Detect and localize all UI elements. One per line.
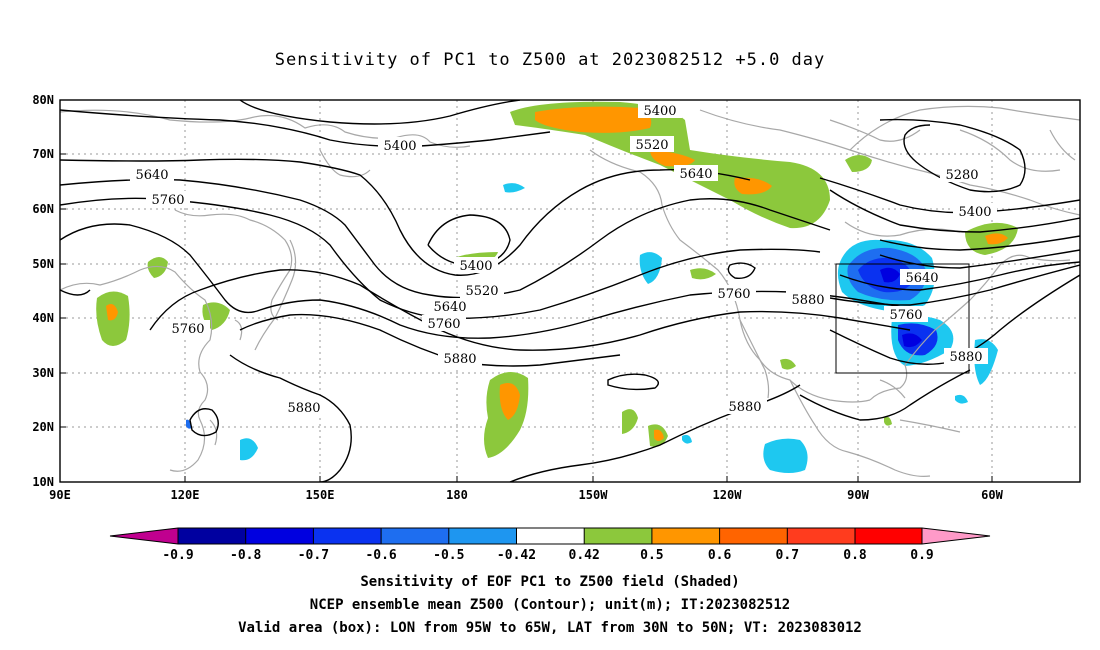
lon-tick-label: 60W bbox=[981, 488, 1003, 502]
lat-tick-label: 80N bbox=[32, 93, 54, 107]
lat-tick-label: 50N bbox=[32, 257, 54, 271]
colorbar-swatch bbox=[313, 528, 382, 544]
contour-label: 5760 bbox=[717, 287, 750, 302]
contour-label: 5880 bbox=[287, 401, 320, 416]
footer-line-2: NCEP ensemble mean Z500 (Contour); unit(… bbox=[309, 597, 791, 613]
colorbar-swatch bbox=[381, 528, 449, 544]
colorbar-label: -0.7 bbox=[298, 548, 329, 563]
contour-label: 5400 bbox=[643, 104, 676, 119]
colorbar-swatch bbox=[448, 528, 517, 544]
lat-tick-label: 20N bbox=[32, 420, 54, 434]
contour-label: 5520 bbox=[465, 284, 498, 299]
map-frame bbox=[59, 99, 1081, 483]
contour-label: 5760 bbox=[889, 308, 922, 323]
lat-tick-label: 60N bbox=[32, 202, 54, 216]
colorbar-label: -0.6 bbox=[365, 548, 396, 563]
colorbar-swatch bbox=[651, 528, 720, 544]
colorbar-swatch bbox=[719, 528, 788, 544]
lon-tick-label: 90W bbox=[847, 488, 869, 502]
contour-label: 5400 bbox=[958, 205, 991, 220]
contour-label: 5880 bbox=[949, 350, 982, 365]
colorbar-swatch bbox=[178, 528, 246, 544]
axis-ticks bbox=[60, 99, 993, 482]
lon-labels: 90E 120E 150E 180 150W 120W 90W 60W bbox=[49, 488, 1003, 502]
shading-positive bbox=[96, 101, 1018, 458]
contour-label: 5640 bbox=[433, 300, 466, 315]
contour-labels: 5400 5400 5400 5400 5280 5520 5520 5640 … bbox=[130, 102, 997, 416]
shading-negative bbox=[186, 183, 998, 473]
lat-tick-label: 10N bbox=[32, 475, 54, 489]
lat-tick-label: 30N bbox=[32, 366, 54, 380]
footer-line-3: Valid area (box): LON from 95W to 65W, L… bbox=[238, 620, 862, 636]
contour-label: 5760 bbox=[151, 193, 184, 208]
contour-label: 5880 bbox=[443, 352, 476, 367]
colorbar-label: 0.7 bbox=[776, 548, 799, 563]
colorbar-label: -0.5 bbox=[433, 548, 464, 563]
lon-tick-label: 120E bbox=[171, 488, 200, 502]
contour-label: 5280 bbox=[945, 168, 978, 183]
valid-area-box bbox=[835, 263, 970, 374]
colorbar-label: -0.8 bbox=[230, 548, 261, 563]
colorbar-swatch bbox=[584, 528, 652, 544]
colorbar-label: -0.42 bbox=[497, 548, 536, 563]
contour-label: 5640 bbox=[135, 168, 168, 183]
contour-label: 5760 bbox=[171, 322, 204, 337]
colorbar-under-triangle bbox=[110, 528, 178, 544]
colorbar-label: -0.9 bbox=[162, 548, 193, 563]
gridlines bbox=[60, 100, 1080, 482]
lat-tick-label: 70N bbox=[32, 147, 54, 161]
colorbar-label: 0.8 bbox=[843, 548, 867, 563]
lon-tick-label: 90E bbox=[49, 488, 71, 502]
contour-label: 5880 bbox=[728, 400, 761, 415]
colorbar-swatch bbox=[516, 528, 585, 544]
contour-label: 5640 bbox=[679, 167, 712, 182]
chart-title: Sensitivity of PC1 to Z500 at 2023082512… bbox=[274, 50, 826, 70]
map-area bbox=[60, 100, 1080, 482]
colorbar-swatch bbox=[245, 528, 314, 544]
colorbar-swatch bbox=[855, 528, 922, 544]
colorbar-swatch bbox=[787, 528, 855, 544]
colorbar: -0.9 -0.8 -0.7 -0.6 -0.5 -0.42 0.42 0.5 … bbox=[109, 527, 991, 563]
contour-label: 5520 bbox=[635, 138, 668, 153]
lat-labels: 80N 70N 60N 50N 40N 30N 20N 10N bbox=[32, 93, 54, 489]
contour-label: 5400 bbox=[383, 139, 416, 154]
lat-tick-label: 40N bbox=[32, 311, 54, 325]
colorbar-label: 0.5 bbox=[640, 548, 663, 563]
colorbar-over-triangle bbox=[922, 528, 990, 544]
colorbar-label: 0.6 bbox=[708, 548, 732, 563]
lon-tick-label: 150W bbox=[579, 488, 609, 502]
contour-label: 5760 bbox=[427, 317, 460, 332]
footer-line-1: Sensitivity of EOF PC1 to Z500 field (Sh… bbox=[360, 574, 740, 590]
contour-label: 5880 bbox=[791, 293, 824, 308]
colorbar-label: 0.9 bbox=[910, 548, 933, 563]
z500-contours bbox=[60, 100, 1080, 482]
colorbar-label: 0.42 bbox=[569, 548, 600, 563]
contour-label: 5640 bbox=[905, 271, 938, 286]
lon-tick-label: 180 bbox=[446, 488, 468, 502]
lon-tick-label: 150E bbox=[306, 488, 335, 502]
contour-label: 5400 bbox=[459, 259, 492, 274]
lon-tick-label: 120W bbox=[713, 488, 743, 502]
